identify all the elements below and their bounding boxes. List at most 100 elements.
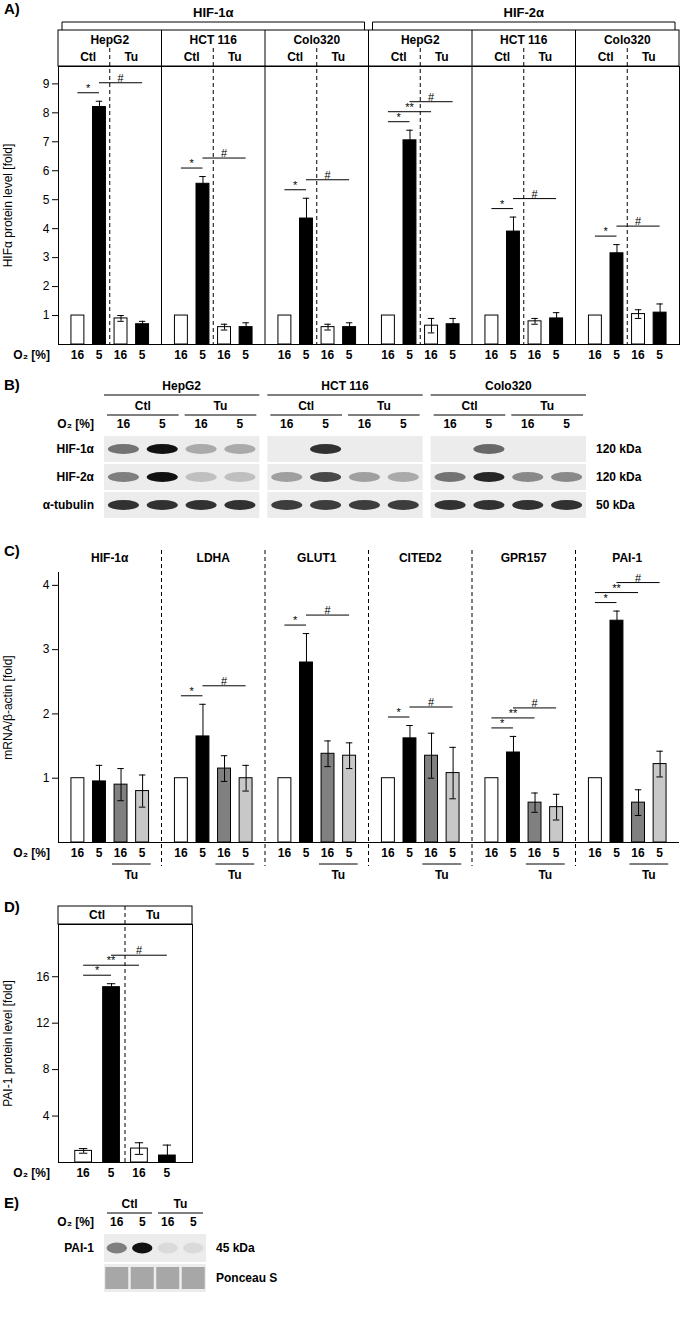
svg-text:8: 8 <box>43 1062 50 1076</box>
svg-text:Tu: Tu <box>540 399 554 413</box>
svg-text:1: 1 <box>43 308 50 322</box>
svg-text:Colo320: Colo320 <box>485 379 532 393</box>
svg-text:16: 16 <box>132 1166 146 1180</box>
svg-text:5: 5 <box>406 846 413 860</box>
svg-text:**: ** <box>107 954 116 966</box>
svg-text:HIFα protein level [fold]: HIFα protein level [fold] <box>1 144 15 268</box>
svg-text:5: 5 <box>190 1215 197 1229</box>
svg-text:Ctl: Ctl <box>494 50 510 64</box>
svg-text:*: * <box>293 179 298 191</box>
svg-text:3: 3 <box>43 642 50 656</box>
svg-text:8: 8 <box>43 106 50 120</box>
svg-text:16: 16 <box>485 846 499 860</box>
svg-text:16: 16 <box>358 417 372 431</box>
svg-text:5: 5 <box>613 846 620 860</box>
svg-text:#: # <box>531 188 538 200</box>
svg-text:16: 16 <box>114 846 128 860</box>
svg-text:**: ** <box>509 707 518 719</box>
svg-text:HCT 116: HCT 116 <box>321 379 369 393</box>
svg-text:#: # <box>428 91 435 103</box>
svg-text:#: # <box>428 696 435 708</box>
svg-text:Tu: Tu <box>331 868 345 882</box>
svg-text:16: 16 <box>76 1166 90 1180</box>
svg-text:Ctl: Ctl <box>89 908 105 922</box>
svg-text:16: 16 <box>217 846 231 860</box>
svg-text:5: 5 <box>553 846 560 860</box>
svg-text:Tu: Tu <box>124 868 138 882</box>
svg-text:5: 5 <box>96 348 103 362</box>
svg-text:16: 16 <box>36 970 50 984</box>
svg-text:5: 5 <box>43 193 50 207</box>
svg-text:4: 4 <box>43 578 50 592</box>
svg-text:5: 5 <box>510 348 517 362</box>
svg-text:6: 6 <box>43 164 50 178</box>
svg-text:3: 3 <box>43 250 50 264</box>
svg-text:Tu: Tu <box>228 50 242 64</box>
svg-text:LDHA: LDHA <box>197 551 231 565</box>
svg-text:*: * <box>397 706 402 718</box>
svg-text:#: # <box>635 572 642 584</box>
svg-text:5: 5 <box>486 417 493 431</box>
svg-text:#: # <box>531 697 538 709</box>
svg-text:16: 16 <box>485 348 499 362</box>
svg-text:Tu: Tu <box>124 50 138 64</box>
svg-text:4: 4 <box>43 1109 50 1123</box>
svg-text:Ctl: Ctl <box>598 50 614 64</box>
svg-text:O₂ [%]: O₂ [%] <box>57 1215 94 1229</box>
svg-text:O₂ [%]: O₂ [%] <box>13 348 50 362</box>
svg-text:16: 16 <box>528 348 542 362</box>
svg-text:Ponceau S: Ponceau S <box>216 1271 277 1285</box>
svg-text:16: 16 <box>217 348 231 362</box>
svg-text:#: # <box>221 675 228 687</box>
svg-text:5: 5 <box>199 348 206 362</box>
svg-text:5: 5 <box>303 846 310 860</box>
svg-text:Tu: Tu <box>642 868 656 882</box>
svg-text:**: ** <box>612 582 621 594</box>
svg-text:Tu: Tu <box>214 399 228 413</box>
svg-text:Ctl: Ctl <box>391 50 407 64</box>
svg-text:16: 16 <box>71 348 85 362</box>
svg-text:16: 16 <box>174 846 188 860</box>
svg-text:Ctl: Ctl <box>287 50 303 64</box>
svg-text:5: 5 <box>553 348 560 362</box>
svg-text:16: 16 <box>424 846 438 860</box>
svg-text:*: * <box>190 157 195 169</box>
svg-text:PAI-1: PAI-1 <box>64 1241 94 1255</box>
svg-text:Ctl: Ctl <box>462 399 478 413</box>
svg-text:5: 5 <box>139 348 146 362</box>
svg-text:CITED2: CITED2 <box>399 551 442 565</box>
svg-text:5: 5 <box>400 417 407 431</box>
svg-text:GLUT1: GLUT1 <box>297 551 337 565</box>
svg-text:16: 16 <box>117 417 131 431</box>
svg-text:HCT 116: HCT 116 <box>190 33 238 47</box>
svg-text:5: 5 <box>346 348 353 362</box>
svg-text:5: 5 <box>242 348 249 362</box>
svg-text:Tu: Tu <box>435 50 449 64</box>
svg-text:16: 16 <box>280 417 294 431</box>
svg-text:5: 5 <box>656 348 663 362</box>
svg-text:Colo320: Colo320 <box>604 33 651 47</box>
svg-text:O₂ [%]: O₂ [%] <box>57 417 94 431</box>
svg-text:Ctl: Ctl <box>80 50 96 64</box>
svg-text:HIF-1α: HIF-1α <box>193 5 234 20</box>
svg-text:1: 1 <box>43 771 50 785</box>
svg-text:Tu: Tu <box>228 868 242 882</box>
svg-text:Tu: Tu <box>377 399 391 413</box>
svg-text:45 kDa: 45 kDa <box>216 1241 255 1255</box>
svg-text:5: 5 <box>449 846 456 860</box>
svg-text:*: * <box>500 198 505 210</box>
svg-text:HIF-2α: HIF-2α <box>57 470 95 484</box>
svg-text:5: 5 <box>656 846 663 860</box>
svg-text:16: 16 <box>321 348 335 362</box>
svg-text:5: 5 <box>346 846 353 860</box>
svg-text:Tu: Tu <box>146 908 160 922</box>
svg-text:4: 4 <box>43 222 50 236</box>
svg-text:5: 5 <box>237 417 244 431</box>
svg-text:*: * <box>604 592 609 604</box>
svg-text:5: 5 <box>563 417 570 431</box>
svg-text:O₂ [%]: O₂ [%] <box>13 846 50 860</box>
svg-text:O₂ [%]: O₂ [%] <box>13 1166 50 1180</box>
svg-text:#: # <box>221 147 228 159</box>
svg-text:Colo320: Colo320 <box>293 33 340 47</box>
svg-text:5: 5 <box>139 846 146 860</box>
